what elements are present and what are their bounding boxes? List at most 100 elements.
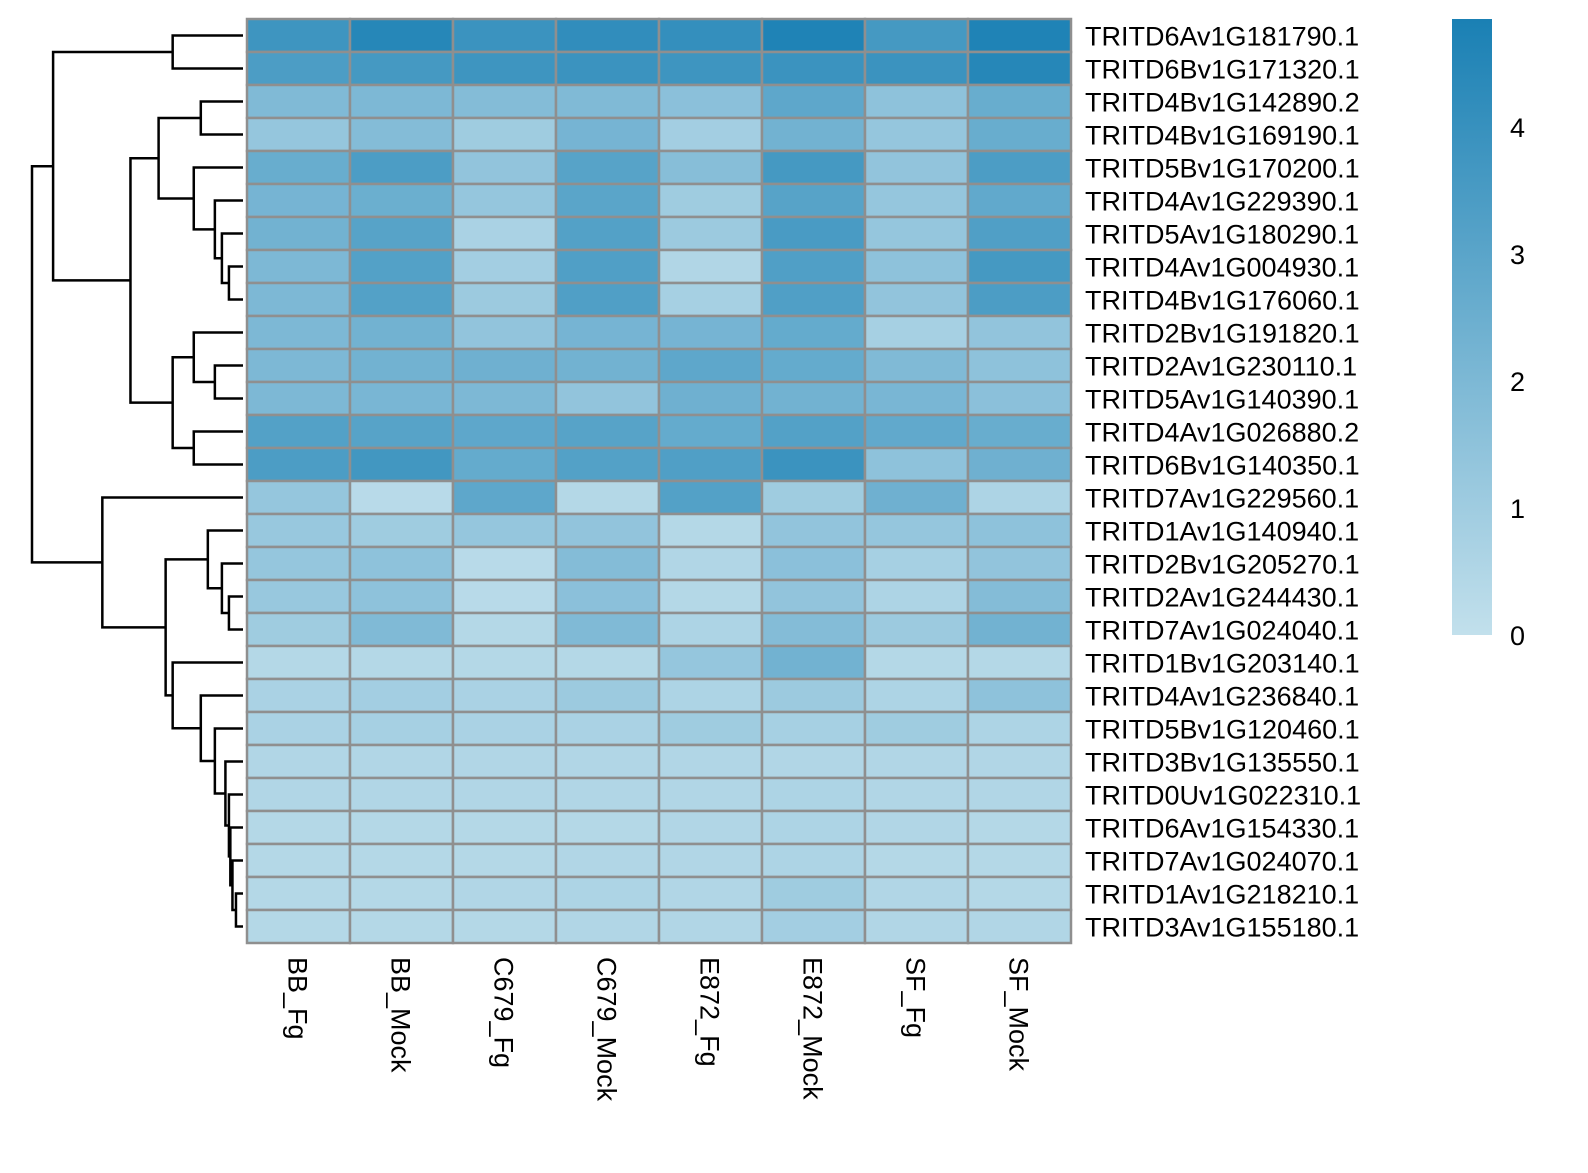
heatmap-cell (863, 479, 970, 516)
heatmap-cell (451, 50, 558, 87)
heatmap-cell (657, 149, 764, 186)
heatmap-cell (554, 578, 661, 615)
heatmap-cell (760, 644, 867, 681)
heatmap-cell (863, 215, 970, 252)
heatmap-cell (657, 116, 764, 153)
heatmap-cell (966, 446, 1073, 483)
heatmap-cell (348, 842, 455, 879)
heatmap-cell (657, 479, 764, 516)
heatmap-cell (863, 809, 970, 846)
heatmap-cell (554, 875, 661, 912)
row-label: TRITD2Av1G230110.1 (1085, 352, 1357, 382)
heatmap-cell (966, 644, 1073, 681)
row-label: TRITD7Av1G229560.1 (1085, 484, 1359, 514)
heatmap-cell (966, 380, 1073, 417)
heatmap-cell (863, 116, 970, 153)
heatmap-cell (657, 611, 764, 648)
heatmap-cell (451, 809, 558, 846)
row-label: TRITD4Av1G004930.1 (1085, 253, 1359, 283)
heatmap-cell (348, 380, 455, 417)
heatmap-cell (966, 677, 1073, 714)
dendrogram-branch (171, 34, 243, 70)
heatmap-cell (863, 380, 970, 417)
heatmap-cell (245, 413, 352, 450)
legend-tick-label: 1 (1510, 494, 1525, 524)
column-label: BB_Mock (386, 957, 416, 1073)
heatmap-cell (863, 578, 970, 615)
heatmap-cell (966, 479, 1073, 516)
heatmap-cell (245, 776, 352, 813)
heatmap-cell (863, 611, 970, 648)
heatmap-cell (657, 83, 764, 120)
heatmap-cell (451, 380, 558, 417)
heatmap-cell (451, 611, 558, 648)
heatmap-cell (760, 116, 867, 153)
heatmap-cell (451, 842, 558, 879)
heatmap-cell (554, 248, 661, 285)
legend-tick-label: 4 (1510, 113, 1525, 143)
heatmap-cell (451, 512, 558, 549)
heatmap-cell (245, 908, 352, 945)
heatmap-cell (863, 413, 970, 450)
heatmap-cell (760, 776, 867, 813)
heatmap-cell (451, 446, 558, 483)
dendrogram-branch (206, 529, 243, 590)
row-labels: TRITD6Av1G181790.1TRITD6Bv1G171320.1TRIT… (1085, 22, 1361, 943)
heatmap-cell (863, 710, 970, 747)
heatmap-cell (245, 248, 352, 285)
heatmap-cell (554, 281, 661, 318)
heatmap-cell (245, 149, 352, 186)
heatmap-cell (245, 611, 352, 648)
heatmap-cell (863, 281, 970, 318)
heatmap-cell (966, 743, 1073, 780)
heatmap-cell (348, 17, 455, 54)
heatmap-cell (348, 182, 455, 219)
row-label: TRITD1Bv1G203140.1 (1085, 649, 1360, 679)
column-label: C679_Mock (592, 957, 622, 1102)
row-label: TRITD3Bv1G135550.1 (1085, 748, 1360, 778)
heatmap-cell (554, 83, 661, 120)
heatmap-cell (245, 83, 352, 120)
heatmap-cell (348, 677, 455, 714)
heatmap-cell (348, 809, 455, 846)
heatmap-cell (245, 182, 352, 219)
heatmap-cell (966, 578, 1073, 615)
heatmap-cell (245, 710, 352, 747)
heatmap-cell (451, 578, 558, 615)
dendrogram-branch (227, 595, 243, 631)
heatmap-cell (863, 50, 970, 87)
heatmap-cell (966, 215, 1073, 252)
heatmap-cell (863, 17, 970, 54)
row-dendrogram (30, 34, 243, 928)
heatmap-cell (657, 446, 764, 483)
heatmap-cell (657, 743, 764, 780)
heatmap-cell (657, 347, 764, 384)
row-label: TRITD6Bv1G140350.1 (1085, 451, 1360, 481)
heatmap-cell (657, 380, 764, 417)
legend-tick-label: 2 (1510, 367, 1525, 397)
dendrogram-branch (192, 166, 243, 231)
heatmap-cell (657, 875, 764, 912)
heatmap-cell (760, 380, 867, 417)
heatmap-cell (245, 875, 352, 912)
row-label: TRITD5Bv1G120460.1 (1085, 715, 1360, 745)
heatmap-cell (863, 347, 970, 384)
heatmap-cell (863, 182, 970, 219)
heatmap-cell (554, 446, 661, 483)
heatmap-cell (657, 50, 764, 87)
legend-tick-label: 0 (1510, 621, 1525, 651)
heatmap-cell (863, 776, 970, 813)
dendrogram-branch (213, 199, 243, 260)
heatmap-cell (245, 578, 352, 615)
heatmap-cell (760, 479, 867, 516)
heatmap-cell (863, 248, 970, 285)
heatmap-cell (245, 215, 352, 252)
heatmap-cell (554, 17, 661, 54)
row-label: TRITD4Bv1G176060.1 (1085, 286, 1360, 316)
heatmap-cell (245, 446, 352, 483)
heatmap-cell (348, 710, 455, 747)
heatmap-cell (245, 677, 352, 714)
heatmap-cell (657, 776, 764, 813)
heatmap-cell (554, 710, 661, 747)
heatmap-cell (245, 644, 352, 681)
